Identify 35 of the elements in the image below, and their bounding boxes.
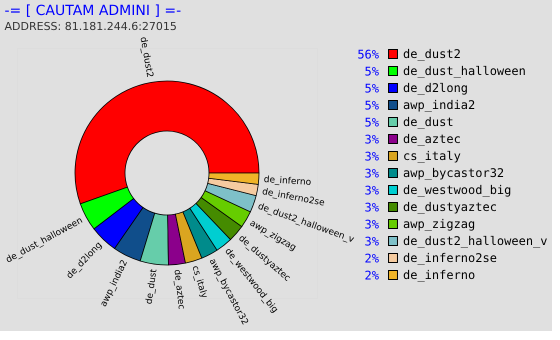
slice-label: cs_italy <box>190 264 210 300</box>
legend-label: de_aztec <box>403 132 461 146</box>
data-label: 3% <box>364 217 380 232</box>
data-label: 3% <box>364 166 380 180</box>
legend-label: de_d2long <box>403 81 468 95</box>
legend-label: de_dust2_halloween_v <box>403 234 548 248</box>
legend-label: de_dust <box>403 115 454 129</box>
slice-label: de_dust2 <box>138 36 154 78</box>
legend-label: awp_bycastor32 <box>403 166 504 180</box>
data-label: 5% <box>364 81 380 96</box>
data-label: 5% <box>364 64 380 78</box>
slice-label: de_dust <box>144 268 160 305</box>
data-label: 3% <box>364 234 380 248</box>
legend-label: cs_italy <box>403 149 461 163</box>
data-label: 2% <box>364 251 380 266</box>
data-label: 3% <box>364 132 380 146</box>
legend-label: de_dust2 <box>403 47 461 61</box>
legend-label: de_dustyaztec <box>403 200 497 214</box>
legend-label: awp_zigzag <box>403 217 476 231</box>
legend-label: de_inferno <box>403 268 476 282</box>
slice-label: de_inferno <box>263 175 312 188</box>
legend-label: awp_india2 <box>403 98 476 112</box>
legend-label: de_westwood_big <box>403 183 512 197</box>
data-label: 3% <box>364 149 380 164</box>
chart-title: -= [ CAUTAM ADMINI ] =- <box>4 3 182 20</box>
chart-subtitle: ADDRESS: 81.181.244.6:27015 <box>4 20 177 34</box>
data-label: 56% <box>357 47 380 62</box>
data-label: 5% <box>364 98 380 112</box>
data-label: 3% <box>364 200 380 214</box>
legend-label: de_dust_halloween <box>403 64 526 78</box>
slice-label: de_aztec <box>172 268 186 310</box>
data-label: 5% <box>364 115 380 130</box>
data-label: 2% <box>364 268 380 282</box>
legend-label: de_inferno2se <box>403 251 497 265</box>
data-label: 3% <box>364 183 380 198</box>
